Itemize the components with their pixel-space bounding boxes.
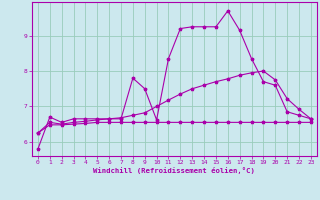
X-axis label: Windchill (Refroidissement éolien,°C): Windchill (Refroidissement éolien,°C) <box>93 167 255 174</box>
